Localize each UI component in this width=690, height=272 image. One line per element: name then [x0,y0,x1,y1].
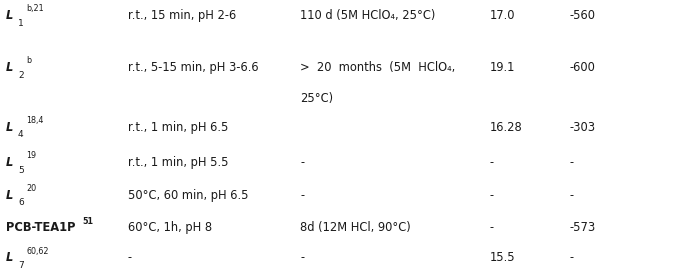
Text: >  20  months  (5M  HClO₄,: > 20 months (5M HClO₄, [300,61,455,74]
Text: -: - [569,156,573,169]
Text: 19: 19 [26,151,37,160]
Text: 50°C, 60 min, pH 6.5: 50°C, 60 min, pH 6.5 [128,188,248,202]
Text: -303: -303 [569,120,595,134]
Text: r.t., 15 min, pH 2-6: r.t., 15 min, pH 2-6 [128,9,236,22]
Text: -: - [300,156,304,169]
Text: b,21: b,21 [26,4,44,13]
Text: -: - [490,156,494,169]
Text: 25°C): 25°C) [300,92,333,105]
Text: L: L [6,156,13,169]
Text: -600: -600 [569,61,595,74]
Text: -573: -573 [569,221,595,234]
Text: r.t., 5-15 min, pH 3-6.6: r.t., 5-15 min, pH 3-6.6 [128,61,258,74]
Text: r.t., 1 min, pH 6.5: r.t., 1 min, pH 6.5 [128,120,228,134]
Text: 18,4: 18,4 [26,116,43,125]
Text: L: L [6,188,13,202]
Text: L: L [6,61,13,74]
Text: L: L [6,251,13,264]
Text: PCB-TEA1P: PCB-TEA1P [6,221,75,234]
Text: 16.28: 16.28 [490,120,522,134]
Text: -: - [569,188,573,202]
Text: -: - [490,221,494,234]
Text: 4: 4 [18,130,23,139]
Text: 60°C, 1h, pH 8: 60°C, 1h, pH 8 [128,221,212,234]
Text: 60,62: 60,62 [26,246,49,255]
Text: 51: 51 [83,217,94,226]
Text: 1: 1 [18,19,23,28]
Text: 110 d (5M HClO₄, 25°C): 110 d (5M HClO₄, 25°C) [300,9,435,22]
Text: -: - [569,251,573,264]
Text: -560: -560 [569,9,595,22]
Text: -: - [300,251,304,264]
Text: L: L [6,9,13,22]
Text: 19.1: 19.1 [490,61,515,74]
Text: r.t., 1 min, pH 5.5: r.t., 1 min, pH 5.5 [128,156,228,169]
Text: L: L [6,120,13,134]
Text: 6: 6 [18,198,23,207]
Text: 7: 7 [18,261,23,270]
Text: b: b [26,56,31,65]
Text: 17.0: 17.0 [490,9,515,22]
Text: -: - [300,188,304,202]
Text: -: - [490,188,494,202]
Text: 5: 5 [18,166,23,175]
Text: 2: 2 [18,70,23,79]
Text: -: - [128,251,132,264]
Text: 8d (12M HCl, 90°C): 8d (12M HCl, 90°C) [300,221,411,234]
Text: 15.5: 15.5 [490,251,515,264]
Text: 20: 20 [26,184,37,193]
